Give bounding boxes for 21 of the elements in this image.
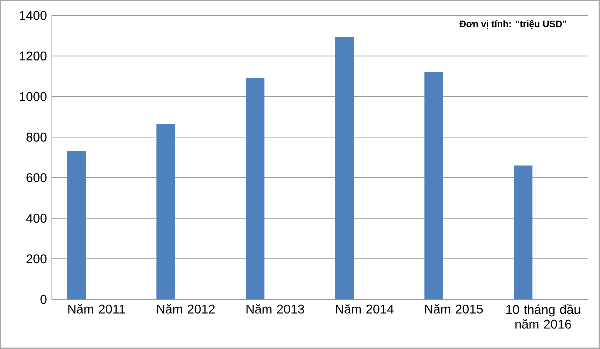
y-tick-label: 1200 [20,52,47,61]
y-tick-label: 400 [26,214,47,223]
x-tick-label: 10 tháng đầu năm 2016 [506,304,580,329]
bar [156,124,176,300]
annotation: Đơn vị tính: “triệu USD” [460,20,567,30]
bar [514,166,533,300]
x-tick-label: Năm 2011 [68,304,126,314]
y-tick-label: 600 [26,173,47,182]
y-tick-label: 0 [40,295,47,304]
x-tick-label: Năm 2013 [246,304,304,314]
y-tick-label: 800 [26,132,47,142]
y-tick-label: 1000 [20,92,47,102]
bar [246,78,265,300]
x-tick-label: Năm 2014 [336,304,394,314]
y-tick-label: 200 [26,254,47,264]
x-tick-label: Năm 2015 [425,304,484,314]
bar [67,151,86,300]
y-tick-label: 1400 [20,11,47,20]
bar [335,36,354,300]
bar [424,72,444,300]
x-tick-label: Năm 2012 [157,304,215,314]
